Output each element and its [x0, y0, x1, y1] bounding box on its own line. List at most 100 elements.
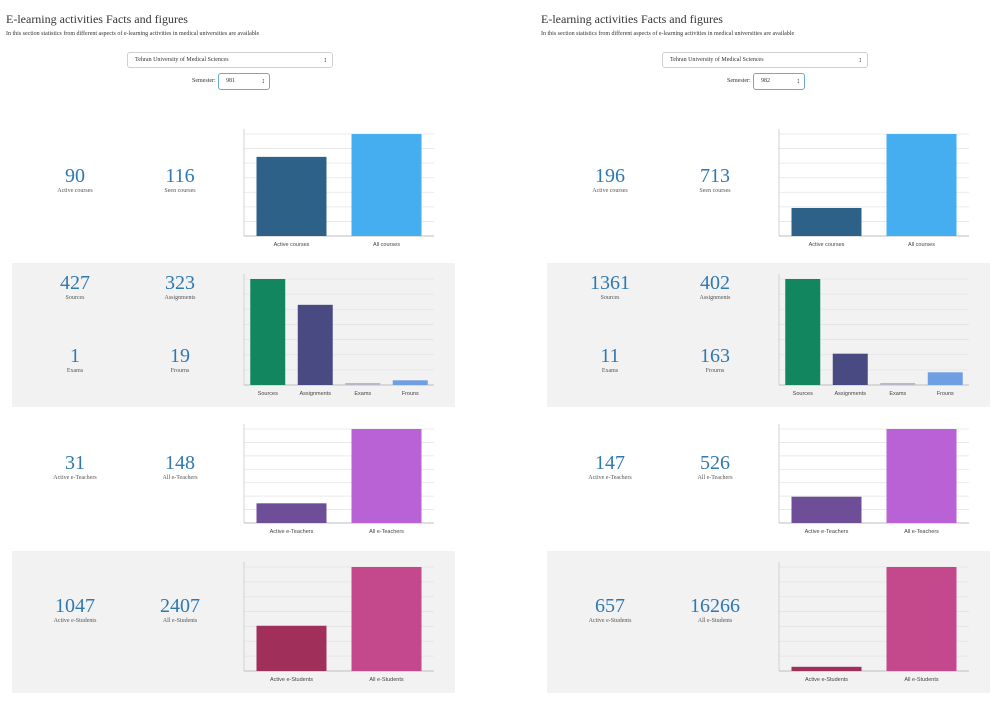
- section-courses: 196 Active courses 713 Seen courses Active c…: [547, 118, 990, 258]
- stat-value: 1: [70, 345, 80, 367]
- page-title: E-learning activities Facts and figures: [6, 12, 188, 26]
- page-subtitle: In this section statistics from differen…: [6, 31, 260, 37]
- bar-chart-courses: Active courses All courses: [778, 129, 969, 248]
- bar-active-e-students: [256, 625, 327, 671]
- bar-assignments: [832, 353, 868, 385]
- bar-chart-students: Active e-Students All e-Students: [778, 562, 969, 683]
- x-tick-label: All courses: [908, 242, 935, 248]
- stat-label: Active courses: [592, 188, 628, 194]
- bar-chart-students: Active e-Students All e-Students: [243, 562, 434, 683]
- stat-label: All e-Students: [162, 618, 198, 624]
- page-title: E-learning activities Facts and figures: [541, 12, 723, 26]
- x-tick-label: Active e-Teachers: [270, 529, 314, 535]
- stat-card: 196 Active courses: [565, 165, 655, 195]
- page-subtitle: In this section statistics from differen…: [541, 31, 795, 37]
- stat-label: Active e-Teachers: [588, 475, 632, 481]
- bar-exams: [345, 383, 381, 385]
- stat-card: 713 Seen courses: [670, 165, 760, 195]
- bar-all-e-teachers: [886, 429, 957, 523]
- semester-select-value: 982: [761, 78, 770, 84]
- x-tick-label: Sources: [793, 391, 813, 397]
- x-tick-label: Sources: [258, 391, 278, 397]
- stat-value: 657: [595, 595, 625, 617]
- x-tick-label: Exams: [889, 391, 906, 397]
- stat-card: 2407 All e-Students: [135, 595, 225, 625]
- chart-container: Active e-Teachers All e-Teachers: [240, 419, 438, 548]
- chart-container: Active e-Students All e-Students: [775, 557, 973, 696]
- dashboard-panel-2: E-learning activities Facts and figures I…: [535, 0, 995, 713]
- stat-card: 657 Active e-Students: [565, 595, 655, 625]
- bar-all-courses: [351, 134, 422, 236]
- bar-active-courses: [791, 207, 862, 236]
- stat-card: 1047 Active e-Students: [30, 595, 120, 625]
- bar-all-courses: [886, 134, 957, 236]
- stat-value: 19: [170, 345, 190, 367]
- stat-card: 11 Exams: [565, 345, 655, 375]
- stat-label: Exams: [601, 368, 619, 374]
- bar-all-e-teachers: [351, 429, 422, 523]
- stat-label: Frourns: [705, 368, 725, 374]
- bar-active-e-students: [791, 666, 862, 671]
- stat-card: 147 Active e-Teachers: [565, 452, 655, 482]
- x-tick-label: Frouns: [402, 391, 419, 397]
- bar-chart-teachers: Active e-Teachers All e-Teachers: [778, 424, 969, 535]
- stat-label: Seen courses: [699, 188, 731, 194]
- x-tick-label: All e-Students: [369, 677, 403, 683]
- stat-label: Exams: [66, 368, 84, 374]
- x-tick-label: Exams: [354, 391, 371, 397]
- section-students: 1047 Active e-Students 2407 All e-Students A…: [12, 551, 455, 693]
- stat-label: Sources: [600, 295, 620, 301]
- stat-card: 148 All e-Teachers: [135, 452, 225, 482]
- stat-card: 1 Exams: [30, 345, 120, 375]
- semester-select-value: 981: [226, 78, 235, 84]
- select-arrows-icon: ↕: [261, 77, 266, 85]
- university-select-value: Tehran University of Medical Sciences: [135, 57, 229, 63]
- stat-label: All e-Teachers: [162, 475, 198, 481]
- stat-value: 1047: [55, 595, 95, 617]
- stat-value: 16266: [690, 595, 740, 617]
- x-tick-label: All courses: [373, 242, 400, 248]
- bar-frouns: [392, 380, 428, 385]
- stat-value: 2407: [160, 595, 200, 617]
- chart-container: Active e-Teachers All e-Teachers: [775, 419, 973, 548]
- stat-value: 196: [595, 165, 625, 187]
- select-arrows-icon: ↕: [858, 56, 863, 64]
- stat-label: Sources: [65, 295, 85, 301]
- bar-sources: [785, 279, 821, 385]
- university-select[interactable]: Tehran University of Medical Sciences ↕: [662, 52, 868, 68]
- stat-card: 526 All e-Teachers: [670, 452, 760, 482]
- stat-value: 713: [700, 165, 730, 187]
- stat-label: Active e-Teachers: [53, 475, 97, 481]
- semester-label: Semester:: [192, 78, 216, 84]
- chart-container: Active courses All courses: [240, 124, 438, 261]
- dashboard-panel-1: E-learning activities Facts and figures I…: [0, 0, 460, 713]
- x-tick-label: Assignments: [835, 391, 867, 397]
- stat-label: All e-Teachers: [697, 475, 733, 481]
- x-tick-label: All e-Teachers: [904, 529, 939, 535]
- stat-value: 148: [165, 452, 195, 474]
- bar-all-e-students: [886, 567, 957, 671]
- stat-card: 116 Seen courses: [135, 165, 225, 195]
- stat-card: 31 Active e-Teachers: [30, 452, 120, 482]
- stat-card: 427 Sources: [30, 272, 120, 302]
- stat-value: 147: [595, 452, 625, 474]
- stat-label: Active e-Students: [53, 618, 97, 624]
- x-tick-label: Active e-Teachers: [805, 529, 849, 535]
- stat-card: 163 Frourns: [670, 345, 760, 375]
- semester-select[interactable]: 982 ↕: [753, 73, 805, 90]
- section-teachers: 147 Active e-Teachers 526 All e-Teachers Act…: [547, 413, 990, 545]
- semester-select[interactable]: 981 ↕: [218, 73, 270, 90]
- chart-container: Active e-Students All e-Students: [240, 557, 438, 696]
- select-arrows-icon: ↕: [796, 77, 801, 85]
- bar-sources: [250, 279, 286, 385]
- semester-label: Semester:: [727, 78, 751, 84]
- stat-value: 163: [700, 345, 730, 367]
- stat-value: 31: [65, 452, 85, 474]
- stat-value: 1361: [590, 272, 630, 294]
- university-select[interactable]: Tehran University of Medical Sciences ↕: [127, 52, 333, 68]
- stat-label: All e-Students: [697, 618, 733, 624]
- x-tick-label: Active courses: [809, 242, 845, 248]
- x-tick-label: Active e-Students: [805, 677, 848, 683]
- x-tick-label: Frouns: [937, 391, 954, 397]
- bar-assignments: [297, 304, 333, 385]
